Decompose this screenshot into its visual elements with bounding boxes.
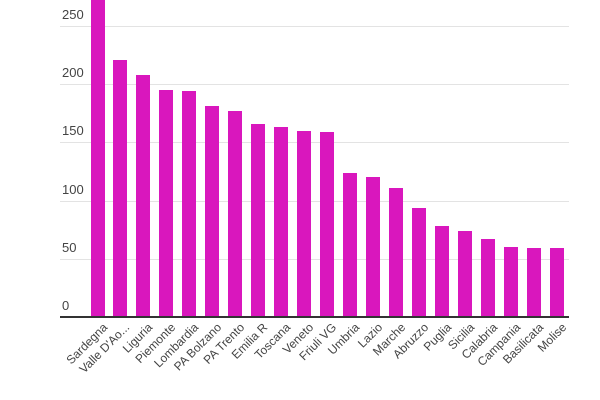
bar-valle-d-ao [113,60,127,317]
bar-puglia [435,226,449,317]
gridline-200 [60,84,569,85]
gridline-250 [60,26,569,27]
y-tick-label-0: 0 [62,298,70,313]
gridline-100 [60,201,569,202]
bar-campania [504,247,518,317]
bar-toscana [274,127,288,317]
y-tick-label-100: 100 [62,182,84,197]
gridline-150 [60,142,569,143]
y-tick-label-150: 150 [62,123,84,138]
bar-lazio [366,177,380,317]
y-tick-label-250: 250 [62,7,84,22]
y-tick-label-50: 50 [62,240,77,255]
x-axis-line [60,316,569,318]
bar-abruzzo [412,208,426,317]
bar-lombardia [182,91,196,317]
bar-friuli-vg [320,132,334,317]
bar-veneto [297,131,311,317]
bar-basilicata [527,248,541,317]
bar-pa-bolzano [205,106,219,317]
bar-molise [550,248,564,317]
bar-liguria [136,75,150,317]
bar-emilia-r [251,124,265,317]
y-tick-label-200: 200 [62,65,84,80]
bar-piemonte [159,90,173,317]
bar-calabria [481,239,495,317]
gridline-50 [60,259,569,260]
bar-marche [389,188,403,317]
bar-pa-trento [228,111,242,317]
bar-umbria [343,173,357,317]
bar-sicilia [458,231,472,317]
bar-sardegna [91,0,105,317]
